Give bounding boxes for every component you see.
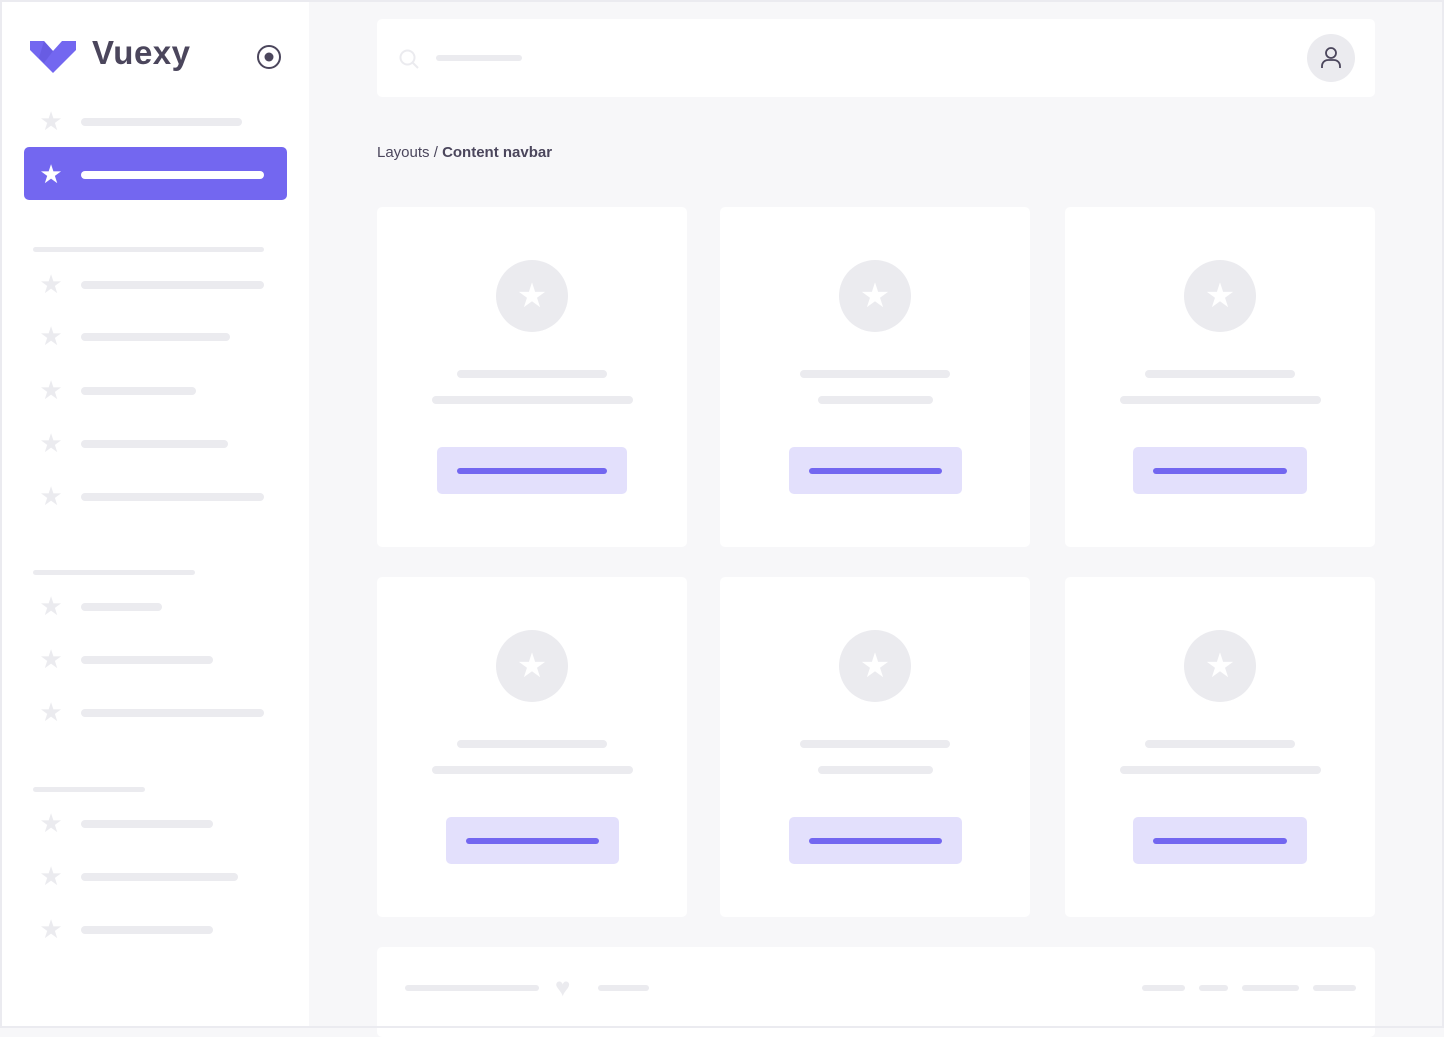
sidebar-item[interactable] — [81, 820, 213, 828]
star-icon: ★ — [39, 808, 63, 838]
card-title — [800, 370, 950, 378]
card-title — [1145, 370, 1295, 378]
star-icon: ★ — [39, 321, 63, 351]
footer: ♥ — [377, 947, 1375, 1037]
footer-link[interactable] — [1313, 985, 1356, 991]
breadcrumb-parent[interactable]: Layouts — [377, 144, 430, 161]
star-icon: ★ — [839, 260, 911, 332]
star-icon: ★ — [39, 428, 63, 458]
card: ★ — [1065, 577, 1375, 917]
footer-link[interactable] — [1142, 985, 1185, 991]
search-icon[interactable] — [399, 49, 419, 69]
sidebar-item[interactable] — [81, 873, 238, 881]
star-icon: ★ — [39, 697, 63, 727]
card-text — [1120, 766, 1321, 774]
sidebar-section-header — [33, 247, 264, 252]
card-text — [1120, 396, 1321, 404]
card-button-label — [1153, 838, 1287, 844]
footer-link[interactable] — [1242, 985, 1299, 991]
card-button[interactable] — [437, 447, 627, 494]
sidebar-section-header — [33, 570, 195, 575]
card-title — [800, 740, 950, 748]
sidebar-item[interactable] — [81, 171, 264, 179]
sidebar-item[interactable] — [81, 656, 213, 664]
star-icon: ★ — [39, 914, 63, 944]
footer-placeholder — [405, 985, 539, 991]
card-button[interactable] — [789, 817, 962, 864]
star-icon: ★ — [39, 159, 63, 189]
sidebar-item[interactable] — [81, 709, 264, 717]
card-button[interactable] — [1133, 817, 1307, 864]
card-text — [818, 396, 933, 404]
breadcrumb: Layouts / Content navbar — [377, 144, 552, 161]
card: ★ — [377, 577, 687, 917]
footer-link[interactable] — [1199, 985, 1228, 991]
user-icon — [1321, 47, 1341, 68]
sidebar-item[interactable] — [81, 603, 162, 611]
card-button-label — [457, 468, 607, 474]
sidebar-section-header — [33, 787, 145, 792]
sidebar-item[interactable] — [81, 281, 264, 289]
footer-placeholder — [598, 985, 649, 991]
card-button[interactable] — [446, 817, 619, 864]
search-input[interactable] — [436, 55, 522, 61]
card-button[interactable] — [1133, 447, 1307, 494]
card-button-label — [1153, 468, 1287, 474]
star-icon: ★ — [1184, 260, 1256, 332]
sidebar: Vuexy ★ ★ ★ ★ ★ ★ ★ ★ ★ ★ ★ ★ ★ — [0, 0, 309, 1028]
card-title — [457, 740, 607, 748]
brand-name: Vuexy — [92, 34, 191, 71]
card: ★ — [720, 207, 1030, 547]
sidebar-item[interactable] — [81, 493, 264, 501]
sidebar-item[interactable] — [81, 440, 228, 448]
card-button-label — [809, 468, 942, 474]
card: ★ — [1065, 207, 1375, 547]
card-button-label — [466, 838, 599, 844]
card-text — [818, 766, 933, 774]
sidebar-item[interactable] — [81, 118, 242, 126]
radio-circle-icon[interactable] — [256, 44, 282, 70]
star-icon: ★ — [39, 861, 63, 891]
card-button[interactable] — [789, 447, 962, 494]
avatar[interactable] — [1307, 34, 1355, 82]
star-icon: ★ — [39, 375, 63, 405]
card-button-label — [809, 838, 942, 844]
breadcrumb-separator: / — [429, 144, 443, 161]
star-icon: ★ — [1184, 630, 1256, 702]
sidebar-item[interactable] — [81, 387, 196, 395]
star-icon: ★ — [39, 106, 63, 136]
star-icon: ★ — [496, 630, 568, 702]
sidebar-item[interactable] — [81, 333, 230, 341]
card: ★ — [377, 207, 687, 547]
card-text — [432, 766, 633, 774]
vuexy-logo-icon — [30, 41, 76, 73]
card: ★ — [720, 577, 1030, 917]
star-icon: ★ — [39, 481, 63, 511]
star-icon: ★ — [839, 630, 911, 702]
star-icon: ★ — [39, 591, 63, 621]
star-icon: ★ — [39, 269, 63, 299]
breadcrumb-current: Content navbar — [442, 144, 553, 161]
heart-icon: ♥ — [555, 972, 571, 1002]
star-icon: ★ — [39, 644, 63, 674]
navbar — [377, 19, 1375, 97]
card-title — [1145, 740, 1295, 748]
card-title — [457, 370, 607, 378]
card-text — [432, 396, 633, 404]
star-icon: ★ — [496, 260, 568, 332]
sidebar-item[interactable] — [81, 926, 213, 934]
